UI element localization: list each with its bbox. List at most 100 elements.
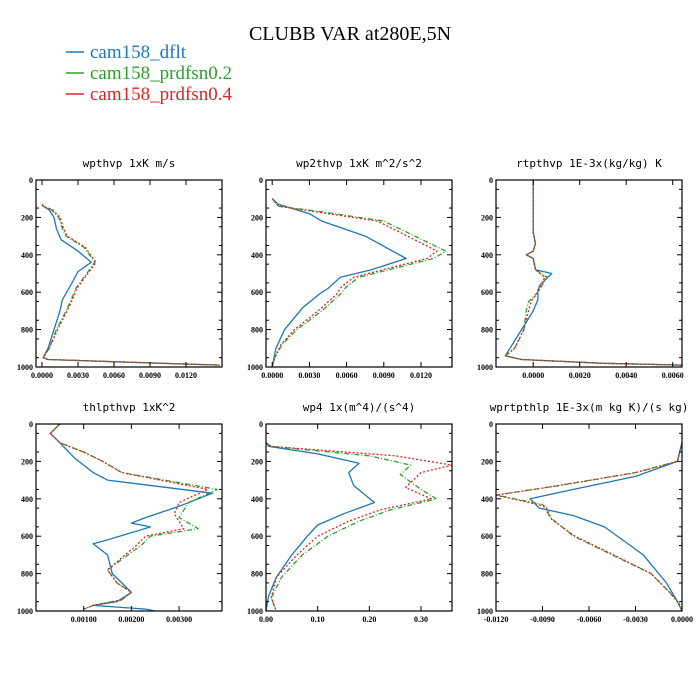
y-tick-label: 0	[259, 176, 263, 185]
y-tick-label: 800	[481, 570, 493, 579]
plot-frame	[35, 423, 223, 612]
series-line-cam158_dflt	[271, 198, 407, 367]
series-group	[271, 198, 447, 367]
y-tick-label: 1000	[247, 607, 263, 616]
series-line-cam158_prdfsn0.4	[49, 424, 209, 610]
y-tick-label: 200	[481, 213, 493, 222]
y-tick-label: 600	[481, 532, 493, 541]
x-tick-label: 0.10	[311, 615, 325, 624]
series-line-cam158_prdfsn0.2	[496, 442, 682, 611]
y-tick-label: 400	[481, 495, 493, 504]
y-tick-label: 400	[251, 495, 263, 504]
x-tick-label: 0.0000	[261, 371, 283, 380]
series-line-cam158_dflt	[266, 442, 376, 611]
y-tick-label: 0	[489, 176, 493, 185]
series-group	[266, 442, 452, 611]
series-line-cam158_dflt	[41, 203, 220, 366]
x-tick-label: -0.0030	[623, 615, 648, 624]
legend: cam158_dfltcam158_prdfsn0.2cam158_prdfsn…	[66, 42, 232, 105]
y-tick-label: 200	[21, 213, 33, 222]
series-line-cam158_dflt	[49, 424, 214, 611]
y-tick-label: 600	[21, 288, 33, 297]
y-tick-label: 200	[251, 213, 263, 222]
series-group	[49, 424, 218, 611]
plot-frame	[495, 423, 683, 612]
series-line-cam158_prdfsn0.4	[271, 198, 438, 367]
panel-3: rtpthvp 1E-3x(kg/kg) K 0 200 400 600 800 1000 0…	[477, 157, 684, 380]
x-tick-label: 0.30	[414, 615, 428, 624]
y-tick-label: 1000	[17, 363, 33, 372]
x-tick-label: 0.00200	[118, 615, 144, 624]
y-tick-label: 400	[481, 251, 493, 260]
plot-frame	[495, 179, 683, 368]
y-tick-label: 800	[481, 326, 493, 335]
series-line-cam158_prdfsn0.4	[41, 203, 220, 366]
panel-title: wp4 1x(m^4)/(s^4)	[303, 401, 416, 414]
y-tick-label: 200	[251, 457, 263, 466]
x-tick-label: -0.0120	[484, 615, 509, 624]
x-tick-label: 0.00	[259, 615, 273, 624]
x-tick-label: 0.0040	[615, 371, 637, 380]
series-group	[504, 180, 682, 366]
y-tick-label: 600	[21, 532, 33, 541]
y-tick-label: 0	[29, 420, 33, 429]
y-tick-label: 0	[29, 176, 33, 185]
x-tick-label: 0.0060	[103, 371, 125, 380]
series-line-cam158_dflt	[504, 180, 682, 366]
series-line-cam158_prdfsn0.2	[504, 180, 682, 366]
plot-frame	[265, 423, 453, 612]
x-tick-label: 0.20	[362, 615, 376, 624]
x-tick-label: 0.0000	[522, 371, 544, 380]
series-line-cam158_prdfsn0.2	[49, 424, 218, 610]
y-tick-label: 800	[251, 570, 263, 579]
x-tick-label: -0.0090	[530, 615, 555, 624]
y-tick-label: 800	[251, 326, 263, 335]
y-tick-label: 800	[21, 570, 33, 579]
y-tick-label: 200	[481, 457, 493, 466]
y-tick-label: 800	[21, 326, 33, 335]
y-tick-label: 0	[489, 420, 493, 429]
x-tick-label: 0.0060	[662, 371, 684, 380]
x-tick-label: 0.0000	[671, 615, 693, 624]
panel-title: wpthvp 1xK m/s	[83, 157, 176, 170]
panel-4: thlpthvp 1xK^2 0 200 400 600 800 1000 0.00100 0.…	[17, 401, 223, 624]
y-tick-label: 600	[251, 288, 263, 297]
x-tick-label: 0.0030	[67, 371, 89, 380]
series-line-cam158_prdfsn0.2	[271, 198, 447, 367]
y-tick-label: 1000	[477, 363, 493, 372]
x-tick-label: 0.0090	[373, 371, 395, 380]
series-line-cam158_prdfsn0.4	[266, 442, 452, 611]
y-tick-label: 400	[21, 495, 33, 504]
y-tick-label: 1000	[477, 607, 493, 616]
x-tick-label: 0.00100	[71, 615, 97, 624]
x-tick-label: 0.0120	[175, 371, 197, 380]
panel-title: wp2thvp 1xK m^2/s^2	[296, 157, 422, 170]
x-tick-label: 0.0030	[298, 371, 320, 380]
series-line-cam158_prdfsn0.2	[41, 203, 220, 366]
y-tick-label: 600	[481, 288, 493, 297]
series-group	[496, 442, 682, 611]
series-line-cam158_prdfsn0.4	[496, 442, 682, 611]
x-tick-label: 0.0000	[31, 371, 53, 380]
series-line-cam158_prdfsn0.2	[266, 442, 438, 611]
y-tick-label: 600	[251, 532, 263, 541]
x-tick-label: 0.0120	[410, 371, 432, 380]
series-line-cam158_prdfsn0.4	[504, 180, 682, 366]
y-tick-label: 400	[21, 251, 33, 260]
legend-label-cam158_dflt: cam158_dflt	[90, 42, 187, 63]
panel-title: wprtpthlp 1E-3x(m kg K)/(s kg)	[490, 401, 689, 414]
y-tick-label: 1000	[247, 363, 263, 372]
x-tick-label: 0.0060	[336, 371, 358, 380]
plot-frame	[35, 179, 223, 368]
y-tick-label: 200	[21, 457, 33, 466]
y-tick-label: 400	[251, 251, 263, 260]
x-tick-label: 0.00300	[166, 615, 192, 624]
y-tick-label: 1000	[17, 607, 33, 616]
panel-title: thlpthvp 1xK^2	[83, 401, 176, 414]
figure-title: CLUBB VAR at280E,5N	[249, 23, 451, 45]
plot-frame	[265, 179, 453, 368]
x-tick-label: 0.0090	[139, 371, 161, 380]
